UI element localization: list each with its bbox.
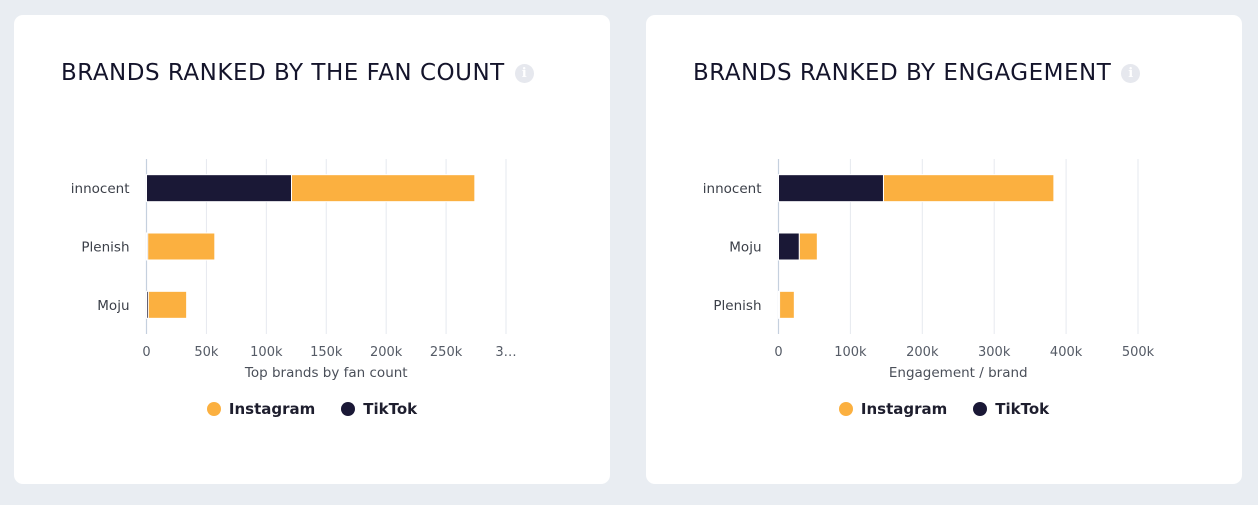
x-axis-title: Top brands by fan count <box>244 365 408 381</box>
y-category-label: innocent <box>71 181 130 197</box>
x-axis-title: Engagement / brand <box>889 365 1028 381</box>
legend-item-tiktok[interactable]: TikTok <box>341 400 417 418</box>
y-category-label: Plenish <box>81 240 129 256</box>
card-title: BRANDS RANKED BY ENGAGEMENT i <box>693 60 1141 86</box>
bar-tiktok-moju <box>778 232 800 261</box>
y-category-label: Moju <box>729 240 761 256</box>
x-tick-label: 100k <box>834 345 867 360</box>
x-tick-label: 200k <box>906 345 939 360</box>
legend-dot-icon <box>838 402 853 416</box>
x-tick-label: 0 <box>142 345 150 360</box>
chart-legend: Instagram TikTok <box>14 400 610 418</box>
x-tick-label: 0 <box>774 345 782 360</box>
info-icon[interactable]: i <box>1121 64 1141 83</box>
legend-label: TikTok <box>363 400 418 418</box>
engagement-chart: 0 100k 200k 300k 400k 500k Engagement / brand i… <box>703 159 1155 381</box>
legend-dot-icon <box>206 402 221 416</box>
bar-tiktok-innocent <box>778 174 884 203</box>
bar-instagram-plenish <box>147 232 216 261</box>
legend-dot-icon <box>973 402 988 416</box>
y-category-label: Plenish <box>713 298 761 314</box>
fan-count-chart: 0 50k 100k 150k 200k 250k 3… Top brands by fan … <box>71 159 517 381</box>
legend-label: Instagram <box>860 400 948 418</box>
legend-label: TikTok <box>995 400 1050 418</box>
info-icon[interactable]: i <box>514 64 534 83</box>
y-category-label: innocent <box>703 181 762 197</box>
fan-count-card: BRANDS RANKED BY THE FAN COUNT i 0 50k 100k… <box>14 15 610 484</box>
legend-label: Instagram <box>228 400 316 418</box>
x-tick-label: 50k <box>194 345 219 360</box>
x-tick-label: 200k <box>370 345 403 360</box>
x-tick-label: 300k <box>978 345 1011 360</box>
legend-item-instagram[interactable]: Instagram <box>838 400 948 418</box>
bar-instagram-innocent <box>290 174 476 203</box>
engagement-card: BRANDS RANKED BY ENGAGEMENT i 0 100k 200k 30… <box>646 15 1242 484</box>
bar-instagram-innocent <box>882 174 1055 203</box>
y-category-label: Moju <box>97 298 129 314</box>
card-title: BRANDS RANKED BY THE FAN COUNT i <box>61 60 534 86</box>
x-tick-label: 150k <box>310 345 343 360</box>
x-tick-label: 500k <box>1122 345 1155 360</box>
x-tick-label: 3… <box>495 345 516 360</box>
bar-instagram-moju <box>798 232 818 261</box>
card-title-text: BRANDS RANKED BY THE FAN COUNT <box>61 60 505 86</box>
legend-item-instagram[interactable]: Instagram <box>206 400 316 418</box>
x-tick-label: 100k <box>250 345 283 360</box>
bar-instagram-moju <box>147 290 188 319</box>
legend-item-tiktok[interactable]: TikTok <box>973 400 1049 418</box>
legend-dot-icon <box>341 402 356 416</box>
x-tick-label: 400k <box>1050 345 1083 360</box>
chart-legend: Instagram TikTok <box>646 400 1242 418</box>
bar-tiktok-innocent <box>146 174 292 203</box>
card-title-text: BRANDS RANKED BY ENGAGEMENT <box>693 60 1112 86</box>
x-tick-label: 250k <box>430 345 463 360</box>
bar-instagram-plenish <box>779 290 795 319</box>
